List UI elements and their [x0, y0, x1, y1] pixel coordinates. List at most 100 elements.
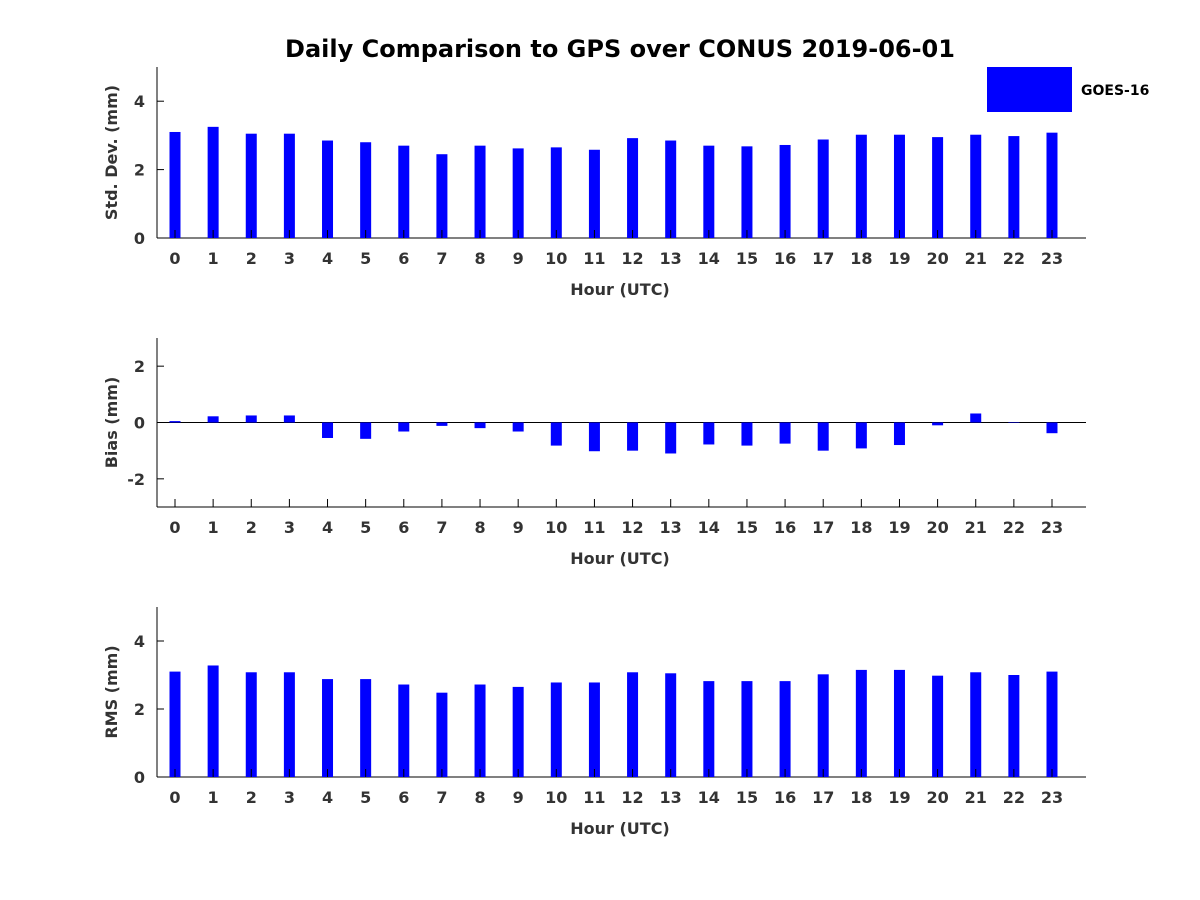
y-tick-label: 2 [134, 700, 145, 719]
x-tick-label: 16 [774, 518, 796, 537]
y-tick-label: 2 [134, 357, 145, 376]
bar-hour-0 [169, 131, 181, 238]
x-tick-label: 14 [698, 249, 720, 268]
bar-hour-0 [169, 421, 181, 423]
x-tick-label: 11 [583, 788, 605, 807]
bar-hour-21 [970, 134, 982, 238]
x-tick-label: 12 [621, 518, 643, 537]
x-tick-label: 1 [208, 518, 219, 537]
bar-hour-8 [474, 145, 486, 238]
x-axis-label: Hour (UTC) [570, 280, 670, 299]
bar-hour-15 [741, 681, 753, 777]
bar-hour-3 [283, 133, 295, 238]
chart-title: Daily Comparison to GPS over CONUS 2019-… [285, 35, 955, 63]
x-tick-label: 3 [284, 249, 295, 268]
bar-hour-12 [627, 422, 639, 451]
bar-hour-22 [1008, 675, 1020, 777]
x-tick-label: 19 [888, 788, 910, 807]
bar-hour-9 [512, 686, 524, 777]
x-tick-label: 7 [436, 249, 447, 268]
x-tick-label: 5 [360, 788, 371, 807]
x-tick-label: 13 [660, 518, 682, 537]
bar-hour-21 [970, 413, 982, 423]
bar-hour-14 [703, 145, 715, 238]
y-tick-label: 2 [134, 161, 145, 180]
bar-hour-19 [893, 669, 905, 777]
x-tick-label: 7 [436, 518, 447, 537]
x-tick-label: 5 [360, 518, 371, 537]
x-tick-label: 19 [888, 518, 910, 537]
bar-hour-20 [932, 422, 944, 426]
x-tick-label: 14 [698, 788, 720, 807]
x-tick-label: 4 [322, 518, 333, 537]
bar-hour-23 [1046, 671, 1058, 777]
y-tick-label: 0 [134, 229, 145, 248]
x-tick-label: 1 [208, 788, 219, 807]
bar-hour-11 [588, 422, 600, 452]
bar-hour-20 [932, 137, 944, 238]
bar-hour-17 [817, 139, 829, 238]
x-tick-label: 15 [736, 788, 758, 807]
bar-hour-10 [550, 422, 562, 446]
bar-hour-10 [550, 682, 562, 777]
bar-hour-7 [436, 422, 448, 426]
x-tick-label: 2 [246, 788, 257, 807]
bar-hour-22 [1008, 136, 1020, 238]
bar-hour-14 [703, 681, 715, 777]
x-tick-label: 6 [398, 788, 409, 807]
x-tick-label: 14 [698, 518, 720, 537]
x-tick-label: 15 [736, 249, 758, 268]
x-tick-label: 8 [474, 249, 485, 268]
bar-hour-19 [893, 134, 905, 238]
bar-hour-18 [855, 134, 867, 238]
x-tick-label: 17 [812, 249, 834, 268]
bar-hour-13 [665, 422, 677, 454]
x-axis-label: Hour (UTC) [570, 549, 670, 568]
x-tick-label: 8 [474, 788, 485, 807]
x-tick-label: 22 [1003, 788, 1025, 807]
x-tick-label: 18 [850, 518, 872, 537]
x-tick-label: 2 [246, 249, 257, 268]
bar-hour-6 [398, 684, 410, 777]
bar-hour-16 [779, 681, 791, 777]
bar-hour-8 [474, 422, 486, 429]
bar-hour-1 [207, 665, 219, 777]
bar-hour-2 [245, 415, 257, 423]
bar-hour-17 [817, 674, 829, 777]
y-tick-label: 0 [134, 414, 145, 433]
bar-hour-7 [436, 154, 448, 238]
bar-hour-15 [741, 146, 753, 238]
x-tick-label: 10 [545, 518, 567, 537]
x-tick-label: 13 [660, 788, 682, 807]
x-tick-label: 8 [474, 518, 485, 537]
x-tick-label: 11 [583, 518, 605, 537]
bar-hour-20 [932, 675, 944, 777]
bar-hour-3 [283, 672, 295, 777]
bar-hour-9 [512, 422, 524, 432]
x-tick-label: 3 [284, 788, 295, 807]
x-tick-label: 9 [513, 788, 524, 807]
y-axis-label: Bias (mm) [102, 377, 121, 469]
x-tick-label: 10 [545, 249, 567, 268]
bar-hour-7 [436, 692, 448, 777]
x-tick-label: 6 [398, 518, 409, 537]
bar-hour-12 [627, 138, 639, 238]
bar-hour-8 [474, 684, 486, 777]
x-tick-label: 17 [812, 518, 834, 537]
bar-hour-12 [627, 672, 639, 777]
x-tick-label: 17 [812, 788, 834, 807]
bar-hour-14 [703, 422, 715, 445]
bar-hour-4 [322, 679, 334, 777]
x-tick-label: 16 [774, 249, 796, 268]
x-tick-label: 13 [660, 249, 682, 268]
legend: GOES-16 [987, 67, 1149, 112]
x-tick-label: 16 [774, 788, 796, 807]
bar-hour-23 [1046, 422, 1058, 434]
x-tick-label: 2 [246, 518, 257, 537]
bar-hour-19 [893, 422, 905, 446]
x-tick-label: 0 [169, 518, 180, 537]
y-tick-label: 4 [134, 632, 145, 651]
